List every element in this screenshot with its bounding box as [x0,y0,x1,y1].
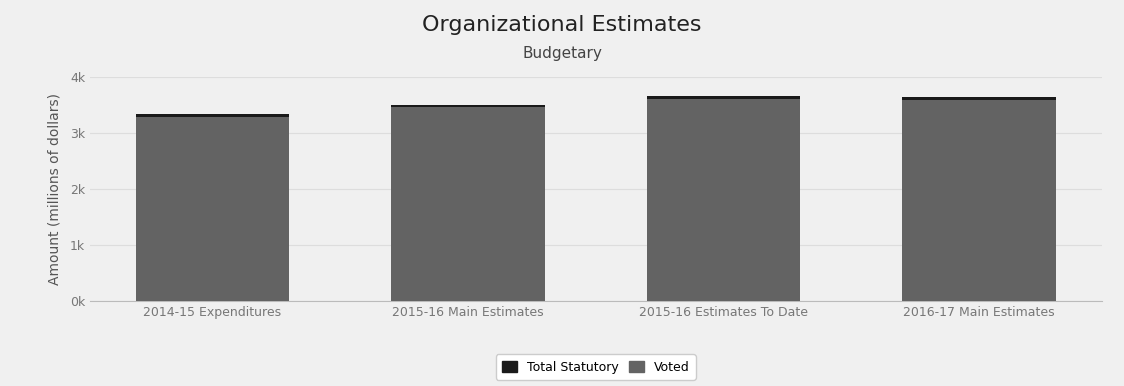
Legend: Total Statutory, Voted: Total Statutory, Voted [496,354,696,380]
Y-axis label: Amount (millions of dollars): Amount (millions of dollars) [47,93,62,285]
Bar [391,105,545,107]
Text: Budgetary: Budgetary [522,46,602,61]
Bar [646,99,800,301]
Bar [391,107,545,301]
Bar [136,114,289,117]
Bar [903,97,1055,100]
Bar [646,96,800,99]
Text: Organizational Estimates: Organizational Estimates [423,15,701,36]
Bar [136,117,289,301]
Bar [903,100,1055,301]
